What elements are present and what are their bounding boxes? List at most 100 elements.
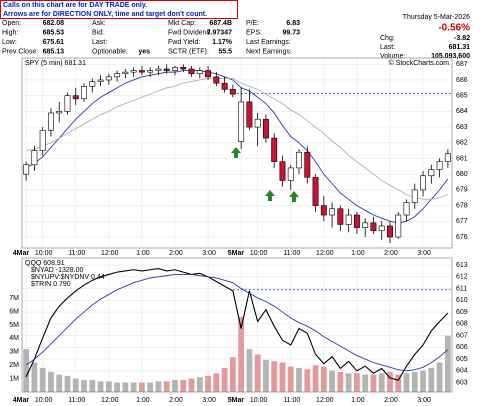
- x-tick-label: 10:00: [35, 250, 53, 257]
- candle-body: [246, 101, 253, 128]
- notice-box: [0, 0, 238, 19]
- x-tick-label: 3:00: [417, 397, 431, 404]
- y2-tick-label: 3M: [9, 349, 19, 356]
- volume-bar: [387, 371, 393, 392]
- volume-bar: [345, 373, 352, 392]
- quote-value: yes: [138, 48, 150, 55]
- volume-bar: [39, 367, 46, 392]
- candle-body: [138, 70, 145, 73]
- candle-body: [329, 208, 336, 216]
- volume-bar: [296, 367, 302, 392]
- volume-bar: [354, 373, 360, 392]
- credit: © StockCharts.com: [389, 59, 450, 67]
- volume-bar: [287, 366, 294, 392]
- quote-value: 687.4B: [209, 20, 232, 27]
- candle-body: [262, 118, 269, 139]
- quote-label: Mkt Cap:: [168, 20, 196, 27]
- quote-value: 682.08: [43, 20, 65, 27]
- candle-body: [353, 214, 360, 228]
- x-tick-label: 12:00: [316, 250, 334, 257]
- y-tick-label: 607: [456, 332, 468, 339]
- y-tick-label: 683: [456, 124, 468, 131]
- x-tick-label: 11:00: [68, 250, 85, 257]
- y-tick-label: 606: [456, 344, 468, 351]
- volume-bar: [378, 373, 385, 392]
- x-tick-label: 1:00: [351, 397, 365, 404]
- volume-bar: [114, 382, 120, 392]
- y-tick-label: 679: [456, 187, 468, 194]
- x-day-label: 4Mar: [13, 397, 30, 404]
- series-line: [25, 268, 449, 381]
- candle-body: [362, 222, 369, 228]
- candle-body: [89, 81, 96, 87]
- volume-bar: [411, 371, 418, 392]
- volume-bar: [246, 349, 253, 392]
- candle-body: [39, 129, 46, 151]
- y2-tick-label: 5M: [9, 322, 19, 329]
- volume-bar: [147, 382, 154, 392]
- quote-label: Next Earnings:: [246, 48, 292, 55]
- candle-body: [180, 67, 187, 70]
- quote-label: Last:: [380, 44, 395, 51]
- x-tick-label: 11:00: [68, 397, 85, 404]
- candle-body: [31, 150, 38, 166]
- y-tick-label: 608: [456, 321, 468, 328]
- y-tick-label: 680: [456, 171, 468, 178]
- x-tick-label: 1:00: [136, 397, 150, 404]
- quote-label: Chg:: [380, 35, 395, 42]
- candle-body: [114, 73, 121, 78]
- quote-value: 685.53: [43, 29, 65, 36]
- quote-value: 7.97347: [207, 29, 232, 36]
- candle-body: [130, 70, 137, 73]
- volume-bar: [271, 361, 278, 392]
- y-tick-label: 681: [456, 155, 468, 162]
- volume-bar: [122, 382, 129, 392]
- candle-body: [279, 161, 286, 181]
- candle-body: [428, 169, 435, 177]
- notice-line: Calls on this chart are for DAY TRADE on…: [3, 2, 147, 9]
- quote-value: -3.82: [454, 35, 470, 42]
- candle-body: [420, 175, 427, 191]
- candle-body: [304, 151, 311, 178]
- volume-bar: [395, 374, 402, 392]
- x-day-label: 5Mar: [228, 397, 245, 404]
- volume-bar: [436, 362, 443, 392]
- candle-body: [403, 202, 410, 216]
- x-tick-label: 10:00: [250, 397, 268, 404]
- candle-body: [205, 70, 212, 78]
- volume-bar: [229, 357, 236, 392]
- candle-body: [345, 214, 352, 225]
- volume-bar: [172, 379, 178, 392]
- legend-entry: $TRIN 0.790: [31, 281, 71, 288]
- volume-bar: [205, 375, 211, 392]
- up-arrow: [231, 147, 241, 158]
- quote-label: EPS:: [246, 29, 262, 36]
- candle-body: [271, 137, 278, 162]
- volume-bar: [221, 367, 228, 392]
- quote-label: Fwd Yield:: [168, 39, 200, 46]
- volume-bar: [23, 349, 30, 392]
- plot-frame: [21, 57, 453, 249]
- volume-bar: [403, 373, 410, 392]
- y-tick-label: 603: [456, 379, 468, 386]
- candle-body: [122, 71, 129, 75]
- x-tick-label: 12:00: [101, 250, 119, 257]
- volume-bar: [105, 381, 112, 392]
- y2-tick-label: 6M: [9, 308, 19, 315]
- x-tick-label: 1:00: [136, 250, 150, 257]
- volume-bar: [238, 316, 245, 392]
- x-tick-label: 12:00: [101, 397, 119, 404]
- y-tick-label: 611: [456, 285, 467, 292]
- candle-body: [163, 68, 170, 71]
- candle-body: [254, 118, 261, 128]
- candle-body: [320, 205, 327, 216]
- candle-body: [436, 161, 443, 170]
- y-tick-label: 605: [456, 356, 468, 363]
- y-tick-label: 613: [456, 262, 468, 269]
- y2-tick-label: 4M: [9, 335, 19, 342]
- quote-label: Optionable:: [92, 48, 128, 55]
- quote-value: 675.61: [43, 39, 65, 46]
- volume-bar: [254, 354, 261, 392]
- x-tick-label: 3:00: [417, 250, 431, 257]
- quote-label: Ask:: [92, 20, 106, 27]
